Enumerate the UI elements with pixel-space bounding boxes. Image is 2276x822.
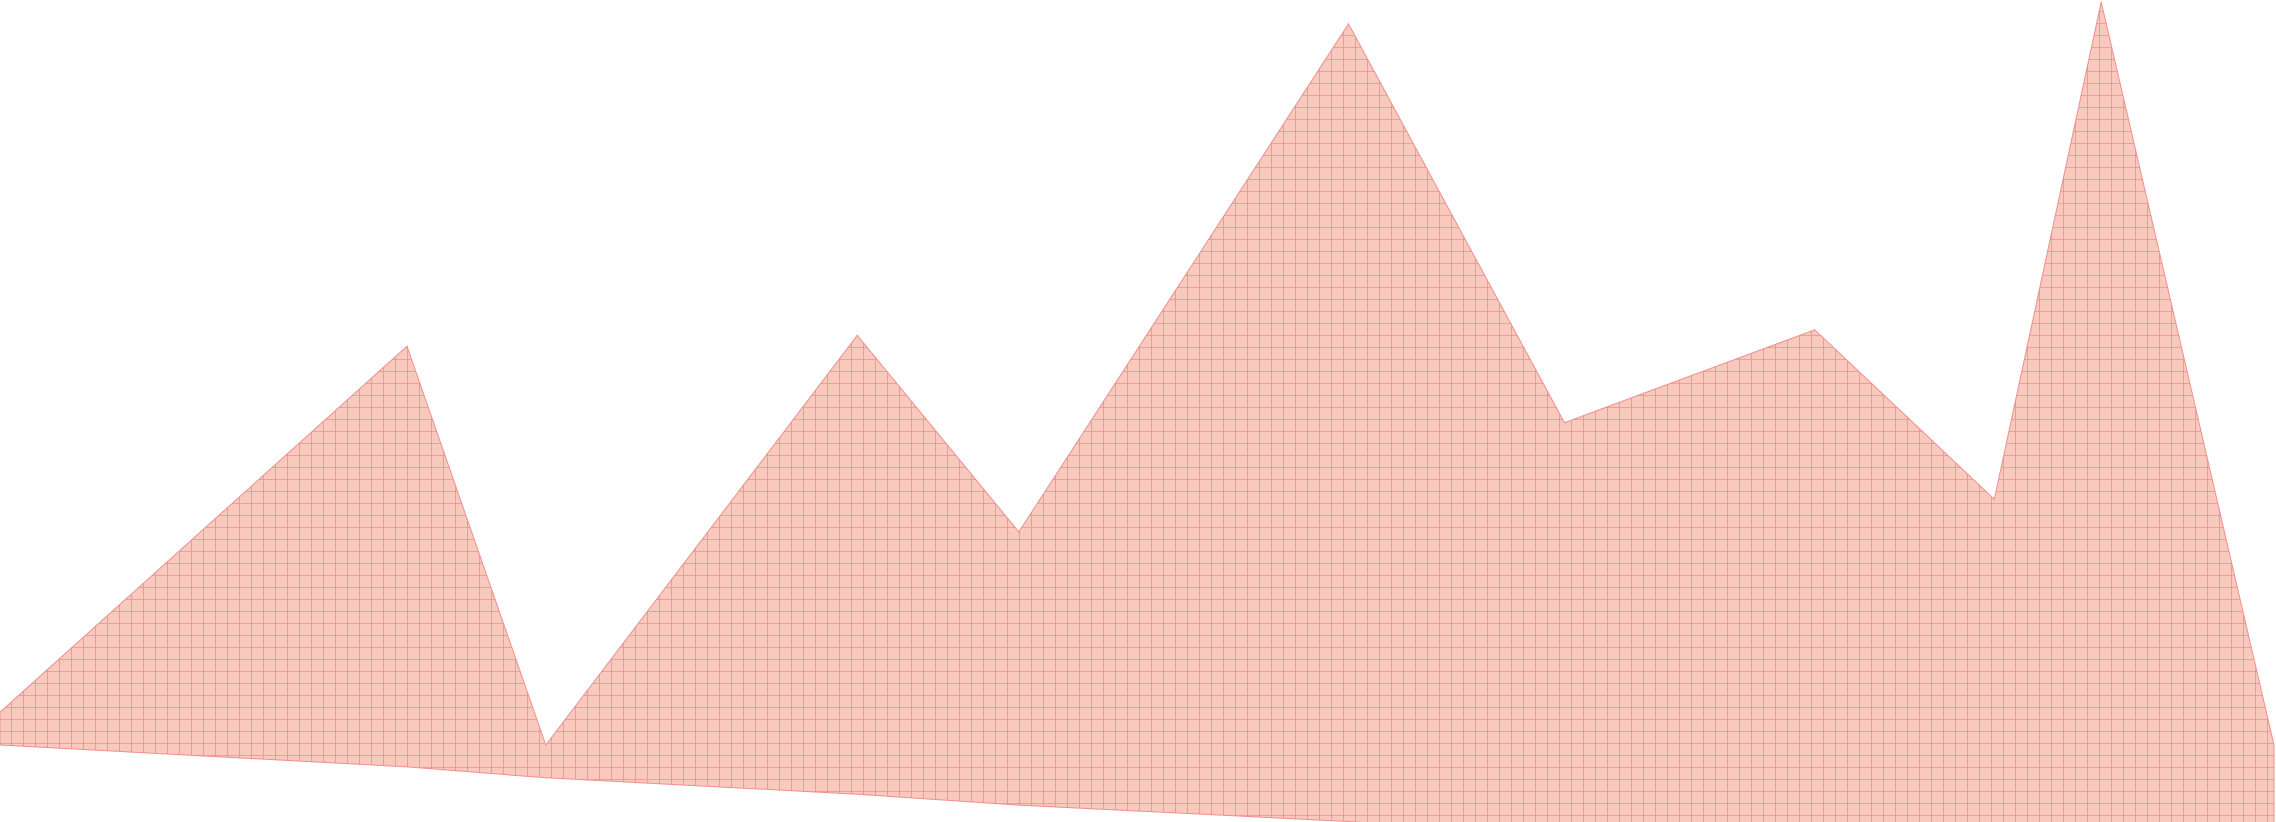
data-point [1018,531,1020,533]
data-point [0,711,1,713]
data-point [545,744,547,746]
data-point [1814,329,1816,331]
data-point [1993,498,1995,500]
data-point [2273,744,2275,746]
data-point [1564,422,1565,424]
data-point [856,334,858,336]
data-point [406,345,408,347]
data-point [1348,23,1349,25]
data-point [2100,1,2102,3]
